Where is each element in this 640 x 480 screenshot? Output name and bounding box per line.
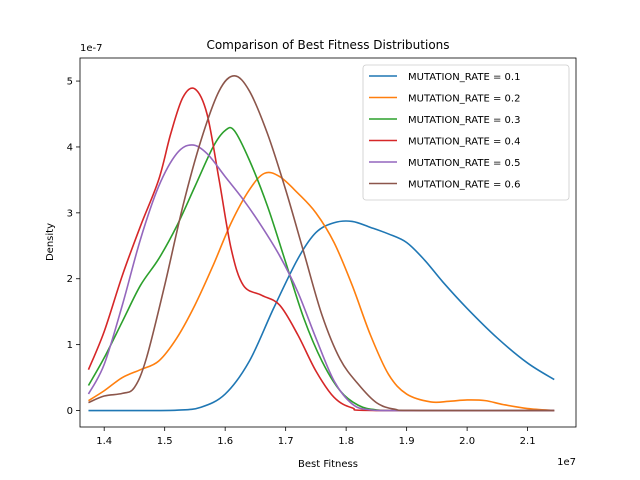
series-line-3 <box>87 126 555 412</box>
y-offset-label: 1e-7 <box>80 43 103 54</box>
x-tick-label: 1.8 <box>338 436 354 447</box>
x-tick-label: 1.7 <box>278 436 294 447</box>
x-tick-label: 1.6 <box>217 436 233 447</box>
y-tick-label: 3 <box>67 208 73 219</box>
x-axis-label: Best Fitness <box>298 459 358 470</box>
y-tick-label: 4 <box>67 142 73 153</box>
chart-title: Comparison of Best Fitness Distributions <box>206 38 449 52</box>
y-tick-label: 2 <box>67 274 73 285</box>
legend-label: MUTATION_RATE = 0.2 <box>408 94 520 105</box>
y-axis-label: Density <box>45 223 56 261</box>
series-layer <box>87 74 555 412</box>
legend-label: MUTATION_RATE = 0.3 <box>408 115 520 126</box>
y-tick-label: 1 <box>67 340 73 351</box>
plot-frame <box>79 57 577 428</box>
legend-label: MUTATION_RATE = 0.6 <box>408 180 520 191</box>
y-axis: 0 1 2 3 4 5 <box>67 77 80 417</box>
x-tick-label: 1.5 <box>157 436 173 447</box>
x-offset-label: 1e7 <box>557 457 576 468</box>
x-tick-label: 1.9 <box>399 436 415 447</box>
series-line-5 <box>87 144 555 412</box>
y-tick-label: 5 <box>67 77 73 88</box>
series-line-2 <box>88 171 555 412</box>
series-line-4 <box>87 87 555 412</box>
y-tick-label: 0 <box>67 406 73 417</box>
series-line-6 <box>88 74 555 412</box>
legend-box <box>362 64 570 201</box>
x-tick-label: 1.4 <box>96 436 112 447</box>
legend-label: MUTATION_RATE = 0.4 <box>408 137 520 148</box>
x-axis: 1.4 1.5 1.6 1.7 1.8 1.9 2.0 2.1 <box>96 427 536 447</box>
legend-label: MUTATION_RATE = 0.1 <box>408 72 520 83</box>
legend-label: MUTATION_RATE = 0.5 <box>408 158 520 169</box>
x-tick-label: 2.1 <box>520 436 536 447</box>
series-line-1 <box>88 220 555 412</box>
x-tick-label: 2.0 <box>459 436 475 447</box>
legend: MUTATION_RATE = 0.1 MUTATION_RATE = 0.2 MU… <box>362 64 570 201</box>
